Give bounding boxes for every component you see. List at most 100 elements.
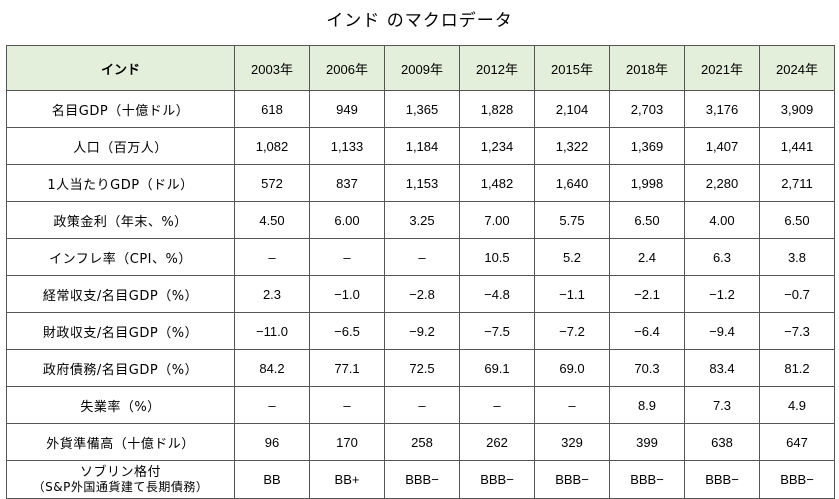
table-cell: 6.3 <box>684 238 760 276</box>
table-cell: 1,640 <box>534 164 610 202</box>
table-row: 政策金利（年末、%） 4.50 6.00 3.25 7.00 5.75 6.50 4.00 6.… <box>6 201 835 239</box>
table-cell: – <box>234 238 310 276</box>
table-cell: 2,703 <box>609 90 685 128</box>
rating-row: ソブリン格付 （S&P外国通貨建て長期債務） BB BB+ BBB− BBB− BBB− BB… <box>6 460 835 499</box>
table-row: 失業率（%） – – – – –8.9 7.3 4.9 <box>6 386 835 424</box>
table-cell: −11.0 <box>234 312 310 350</box>
table-cell: 1,407 <box>684 127 760 165</box>
table-cell: 1,234 <box>459 127 535 165</box>
table-cell: 6.50 <box>609 201 685 239</box>
table-cell: 81.2 <box>759 349 835 387</box>
table-cell: 1,322 <box>534 127 610 165</box>
table-cell: 647 <box>759 423 835 461</box>
table-cell: −4.8 <box>459 275 535 313</box>
rating-label-sub: （S&P外国通貨建て長期債務） <box>32 480 209 494</box>
row-label: 失業率（%） <box>6 386 235 424</box>
rating-cell: BBB− <box>684 460 760 499</box>
table-cell: 1,153 <box>384 164 460 202</box>
table-cell: 10.5 <box>459 238 535 276</box>
table-cell: 7.3 <box>684 386 760 424</box>
table-cell: 1,184 <box>384 127 460 165</box>
table-cell: 1,441 <box>759 127 835 165</box>
table-cell: 4.9 <box>759 386 835 424</box>
table-cell: 1,482 <box>459 164 535 202</box>
table-cell: 618 <box>234 90 310 128</box>
rating-cell: BBB− <box>384 460 460 499</box>
table-cell: 2.4 <box>609 238 685 276</box>
table-cell: −1.1 <box>534 275 610 313</box>
table-cell: −6.4 <box>609 312 685 350</box>
table-cell: −1.2 <box>684 275 760 313</box>
table-cell: −2.1 <box>609 275 685 313</box>
rating-cell: BBB− <box>459 460 535 499</box>
table-cell: 949 <box>309 90 385 128</box>
table-cell: 8.9 <box>609 386 685 424</box>
table-cell: 3,909 <box>759 90 835 128</box>
table-row: 外貨準備高（十億ドル） 96 170 258 262 329 399 638 647 <box>6 423 835 461</box>
macro-data-table: インド 2003年 2006年 2009年 2012年 2015年 2018年 2021年 2… <box>6 45 835 499</box>
table-cell: 2,104 <box>534 90 610 128</box>
table-cell: −2.8 <box>384 275 460 313</box>
year-header: 2006年 <box>309 45 385 91</box>
table-cell: 5.2 <box>534 238 610 276</box>
rating-cell: BBB− <box>759 460 835 499</box>
table-cell: −7.5 <box>459 312 535 350</box>
table-cell: 399 <box>609 423 685 461</box>
table-row: 名目GDP（十億ドル） 618 949 1,365 1,828 2,104 2,703 3,1… <box>6 90 835 128</box>
table-cell: – <box>234 386 310 424</box>
table-cell: 1,133 <box>309 127 385 165</box>
table-cell: 2.3 <box>234 275 310 313</box>
row-label: 人口（百万人） <box>6 127 235 165</box>
table-cell: 83.4 <box>684 349 760 387</box>
year-header: 2003年 <box>234 45 310 91</box>
table-cell: 1,365 <box>384 90 460 128</box>
table-cell: 837 <box>309 164 385 202</box>
rating-cell: BB+ <box>309 460 385 499</box>
year-header: 2012年 <box>459 45 535 91</box>
table-cell: – <box>384 238 460 276</box>
country-header: インド <box>6 45 235 91</box>
row-label: 外貨準備高（十億ドル） <box>6 423 235 461</box>
table-cell: 638 <box>684 423 760 461</box>
table-cell: 3.8 <box>759 238 835 276</box>
row-label: 1人当たりGDP（ドル） <box>6 164 235 202</box>
row-label: 経常収支/名目GDP（%） <box>6 275 235 313</box>
table-cell: 1,998 <box>609 164 685 202</box>
table-cell: 2,711 <box>759 164 835 202</box>
table-cell: 2,280 <box>684 164 760 202</box>
table-cell: 70.3 <box>609 349 685 387</box>
table-cell: 69.0 <box>534 349 610 387</box>
row-label: 名目GDP（十億ドル） <box>6 90 235 128</box>
table-cell: 5.75 <box>534 201 610 239</box>
table-cell: 96 <box>234 423 310 461</box>
row-label: 政策金利（年末、%） <box>6 201 235 239</box>
table-cell: −9.4 <box>684 312 760 350</box>
table-cell: 170 <box>309 423 385 461</box>
table-cell: 4.50 <box>234 201 310 239</box>
year-header: 2018年 <box>609 45 685 91</box>
table-cell: – <box>534 386 610 424</box>
table-cell: 1,369 <box>609 127 685 165</box>
table-cell: 262 <box>459 423 535 461</box>
table-row: 経常収支/名目GDP（%） 2.3 −1.0 −2.8 −4.8 −1.1 −2.1 −1.2… <box>6 275 835 313</box>
table-cell: – <box>309 386 385 424</box>
table-row: 1人当たりGDP（ドル） 572 837 1,153 1,482 1,640 1,998 2,… <box>6 164 835 202</box>
table-cell: −0.7 <box>759 275 835 313</box>
table-cell: 69.1 <box>459 349 535 387</box>
year-header: 2021年 <box>684 45 760 91</box>
table-cell: – <box>384 386 460 424</box>
table-cell: −9.2 <box>384 312 460 350</box>
table-cell: 3,176 <box>684 90 760 128</box>
table-cell: – <box>459 386 535 424</box>
table-cell: −6.5 <box>309 312 385 350</box>
table-row: 人口（百万人） 1,082 1,133 1,184 1,234 1,322 1,369 1,4… <box>6 127 835 165</box>
table-cell: 258 <box>384 423 460 461</box>
rating-label-main: ソブリン格付 <box>79 465 161 480</box>
table-cell: 3.25 <box>384 201 460 239</box>
table-row: 財政収支/名目GDP（%） −11.0 −6.5 −9.2 −7.5 −7.2 −6.4 −9… <box>6 312 835 350</box>
rating-label: ソブリン格付 （S&P外国通貨建て長期債務） <box>6 460 235 499</box>
table-cell: 7.00 <box>459 201 535 239</box>
row-label: 政府債務/名目GDP（%） <box>6 349 235 387</box>
header-row: インド 2003年 2006年 2009年 2012年 2015年 2018年 2021年 2… <box>6 45 835 91</box>
table-cell: – <box>309 238 385 276</box>
